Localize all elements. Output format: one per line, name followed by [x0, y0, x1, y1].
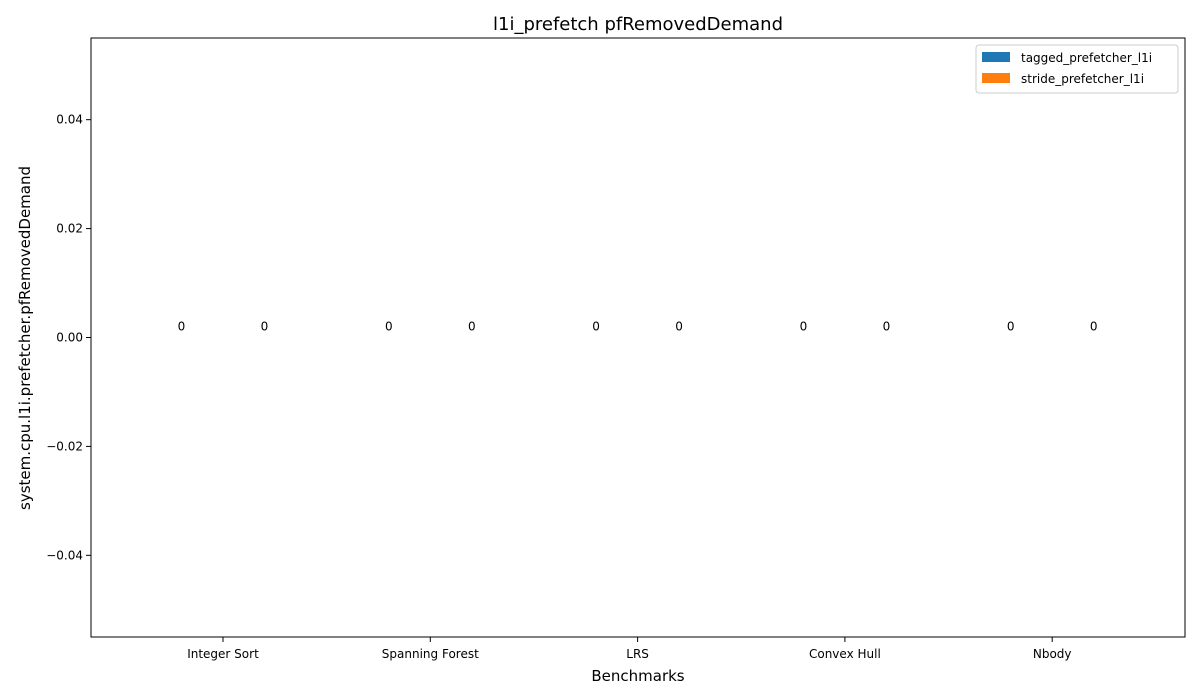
x-axis: Integer Sort Spanning Forest LRS Convex Hul…	[187, 637, 1072, 661]
data-label: 0	[1007, 320, 1015, 334]
legend: tagged_prefetcher_l1i stride_prefetcher_…	[975, 44, 1179, 94]
y-axis-label: system.cpu.l1i.prefetcher.pfRemovedDeman…	[16, 166, 34, 510]
data-label: 0	[468, 320, 476, 334]
data-label: 0	[800, 320, 808, 334]
chart-title: l1i_prefetch pfRemovedDemand	[493, 14, 783, 35]
x-tick-label: Integer Sort	[187, 647, 259, 661]
data-labels: 0 0 0 0 0 0 0 0 0 0	[178, 320, 1098, 334]
x-tick-label: LRS	[626, 647, 649, 661]
legend-entry-stride: stride_prefetcher_l1i	[1021, 72, 1144, 86]
data-label: 0	[261, 320, 269, 334]
data-label: 0	[385, 320, 393, 334]
data-label: 0	[592, 320, 600, 334]
y-tick-label: −0.04	[46, 548, 83, 562]
y-axis: −0.04 −0.02 0.00 0.02 0.04	[46, 113, 91, 562]
plot-area	[90, 37, 1186, 638]
legend-swatch-tagged	[982, 52, 1010, 62]
y-tick-label: 0.02	[56, 222, 83, 236]
data-label: 0	[1090, 320, 1098, 334]
x-tick-label: Spanning Forest	[382, 647, 479, 661]
y-tick-label: −0.02	[46, 439, 83, 453]
y-tick-label: 0.00	[56, 331, 83, 345]
x-tick-label: Nbody	[1033, 647, 1072, 661]
data-label: 0	[675, 320, 683, 334]
data-label: 0	[178, 320, 186, 334]
legend-box	[975, 44, 1179, 94]
legend-entry-tagged: tagged_prefetcher_l1i	[1021, 51, 1152, 65]
x-tick-label: Convex Hull	[809, 647, 881, 661]
y-tick-label: 0.04	[56, 113, 83, 127]
legend-swatch-stride	[982, 73, 1010, 83]
x-axis-label: Benchmarks	[591, 667, 684, 685]
data-label: 0	[883, 320, 891, 334]
